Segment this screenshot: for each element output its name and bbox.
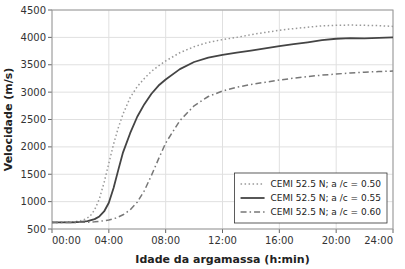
tick bbox=[48, 201, 52, 202]
tick-label: 2500 bbox=[21, 114, 46, 125]
line bbox=[52, 71, 393, 222]
tick bbox=[48, 174, 52, 175]
tick-label: 24:00 bbox=[364, 235, 393, 246]
tick bbox=[48, 229, 52, 230]
line bbox=[52, 25, 393, 222]
tick bbox=[48, 146, 52, 147]
tick bbox=[222, 229, 223, 233]
tick-label: 3500 bbox=[21, 59, 46, 70]
grid-line bbox=[108, 10, 109, 229]
grid-line bbox=[222, 10, 223, 229]
y-axis-label: Velocidade (m/s) bbox=[2, 68, 15, 172]
x-axis-label: Idade da argamassa (h:min) bbox=[135, 253, 309, 266]
legend-swatch bbox=[241, 211, 265, 213]
tick-label: 20:00 bbox=[322, 235, 351, 246]
tick-label: 08:00 bbox=[151, 235, 180, 246]
tick-label: 2000 bbox=[21, 141, 46, 152]
legend-label: CEMI 52.5 N; a /c = 0.55 bbox=[271, 193, 381, 203]
chart: 500 1000 1500 2000 2500 3000 3500 4000 4500 00:00… bbox=[0, 0, 405, 269]
legend-swatch bbox=[241, 183, 265, 185]
tick-label: 1000 bbox=[21, 196, 46, 207]
tick bbox=[48, 37, 52, 38]
tick-label: 00:00 bbox=[52, 235, 81, 246]
tick-label: 04:00 bbox=[94, 235, 123, 246]
tick bbox=[165, 229, 166, 233]
tick bbox=[52, 229, 53, 233]
line bbox=[52, 37, 393, 222]
legend: CEMI 52.5 N; a /c = 0.50 CEMI 52.5 N; a /… bbox=[235, 173, 387, 223]
tick-label: 1500 bbox=[21, 169, 46, 180]
plot-frame bbox=[52, 10, 393, 229]
tick bbox=[48, 64, 52, 65]
tick bbox=[48, 10, 52, 11]
legend-frame bbox=[235, 173, 387, 223]
tick-label: 4000 bbox=[21, 32, 46, 43]
legend-swatch bbox=[241, 197, 265, 199]
grid bbox=[52, 10, 393, 229]
axes: 500 1000 1500 2000 2500 3000 3500 4000 4500 00:00… bbox=[21, 5, 393, 247]
tick-label: 4500 bbox=[21, 5, 46, 16]
tick-label: 3000 bbox=[21, 87, 46, 98]
tick bbox=[108, 229, 109, 233]
legend-label: CEMI 52.5 N; a /c = 0.50 bbox=[271, 179, 382, 189]
tick bbox=[279, 229, 280, 233]
series-group bbox=[52, 25, 393, 222]
tick-label: 16:00 bbox=[265, 235, 294, 246]
tick bbox=[48, 119, 52, 120]
legend-label: CEMI 52.5 N; a /c = 0.60 bbox=[271, 207, 382, 217]
tick bbox=[336, 229, 337, 233]
tick-label: 12:00 bbox=[208, 235, 237, 246]
tick-label: 500 bbox=[27, 224, 46, 235]
tick bbox=[48, 92, 52, 93]
grid-line bbox=[165, 10, 166, 229]
tick bbox=[393, 229, 394, 233]
